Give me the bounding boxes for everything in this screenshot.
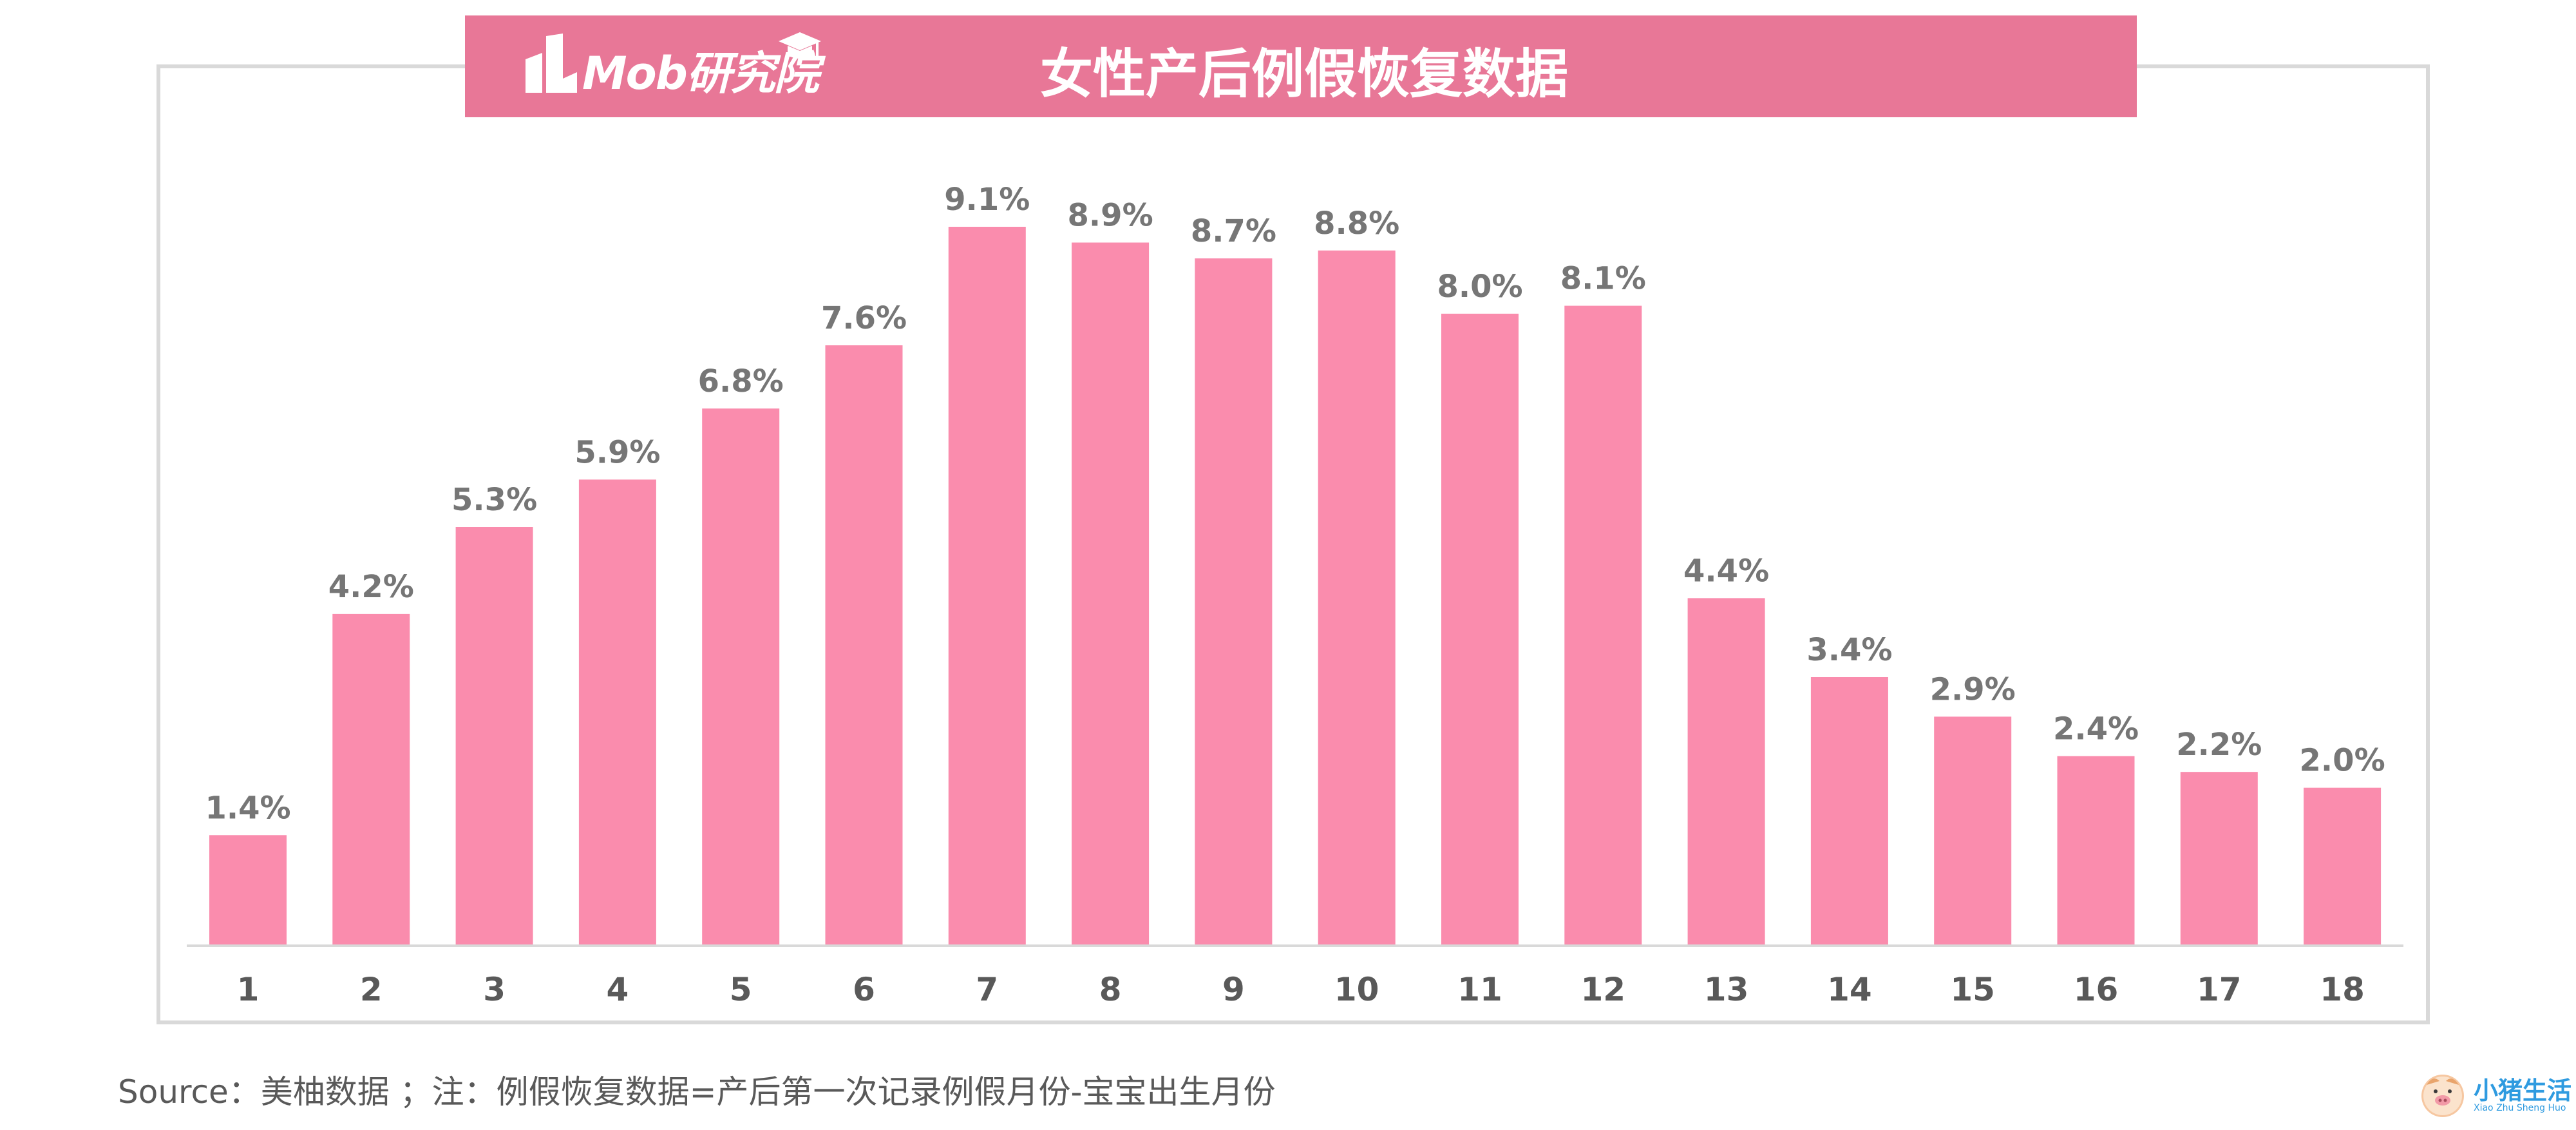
bar-5 [702,408,780,946]
x-tick-label-18: 18 [2320,971,2365,1008]
x-tick-label-7: 7 [976,971,998,1008]
x-tick-label-10: 10 [1334,971,1379,1008]
bar-13 [1687,598,1765,946]
bar-value-label-12: 8.1% [1560,261,1646,297]
x-tick-label-5: 5 [730,971,752,1008]
bar-12 [1564,305,1642,946]
graduation-cap-icon [779,32,821,59]
bar-value-label-16: 2.4% [2053,711,2139,747]
brand-logo: Mob研究院 [523,28,832,100]
bar-15 [1934,716,2012,946]
bar-value-label-4: 5.9% [574,434,660,470]
brand-name: Mob研究院 [582,47,819,100]
bar-14 [1810,677,1888,946]
bar-value-label-6: 7.6% [821,300,907,336]
source-note: Source：美柚数据 ；注：例假恢复数据=产后第一次记录例假月份-宝宝出生月份 [118,1073,1276,1111]
bar-value-label-10: 8.8% [1314,206,1399,242]
x-tick-label-13: 13 [1704,971,1749,1008]
bar-8 [1072,242,1150,946]
bar-value-label-9: 8.7% [1191,213,1276,249]
x-tick-label-4: 4 [607,971,629,1008]
bar-10 [1318,250,1396,946]
x-tick-label-15: 15 [1950,971,1995,1008]
x-tick-label-6: 6 [853,971,875,1008]
x-tick-label-1: 1 [237,971,260,1008]
x-tick-label-14: 14 [1827,971,1872,1008]
brand-logo-icon [526,34,577,93]
bar-value-label-14: 3.4% [1806,632,1892,668]
bar-value-label-1: 1.4% [205,790,290,826]
bar-11 [1441,313,1519,946]
bar-6 [825,345,903,946]
bar-value-label-15: 2.9% [1930,671,2016,707]
bar-value-label-13: 4.4% [1683,553,1769,589]
bar-value-label-2: 4.2% [328,569,414,605]
bar-3 [455,527,533,946]
bar-17 [2180,772,2258,946]
bar-value-label-3: 5.3% [451,482,537,518]
bar-7 [948,227,1026,946]
x-tick-label-3: 3 [483,971,506,1008]
x-tick-label-17: 17 [2197,971,2242,1008]
bar-value-label-7: 9.1% [944,182,1030,218]
bar-value-label-8: 8.9% [1068,198,1153,234]
bar-value-label-17: 2.2% [2176,727,2262,763]
watermark: 小猪生活 Xiao Zhu Sheng Huo [2418,1069,2576,1127]
header-banner [465,15,2137,117]
bar-18 [2304,787,2382,946]
x-tick-label-9: 9 [1222,971,1245,1008]
bar-value-label-11: 8.0% [1437,269,1522,305]
bar-1 [209,835,287,946]
x-tick-label-8: 8 [1099,971,1122,1008]
x-tick-label-2: 2 [360,971,383,1008]
x-tick-label-11: 11 [1457,971,1502,1008]
x-tick-label-16: 16 [2074,971,2119,1008]
chart-title: 女性产后例假恢复数据 [1039,44,1568,105]
bar-value-label-5: 6.8% [698,363,784,399]
watermark-name: 小猪生活 [2474,1077,2572,1105]
x-tick-label-12: 12 [1581,971,1626,1008]
bar-2 [332,613,410,946]
bar-value-label-18: 2.0% [2300,743,2385,779]
bar-9 [1195,258,1273,946]
pig-avatar-icon [2421,1075,2464,1117]
bar-4 [578,479,656,946]
watermark-subtitle: Xiao Zhu Sheng Huo [2474,1103,2566,1113]
bar-16 [2057,756,2135,946]
